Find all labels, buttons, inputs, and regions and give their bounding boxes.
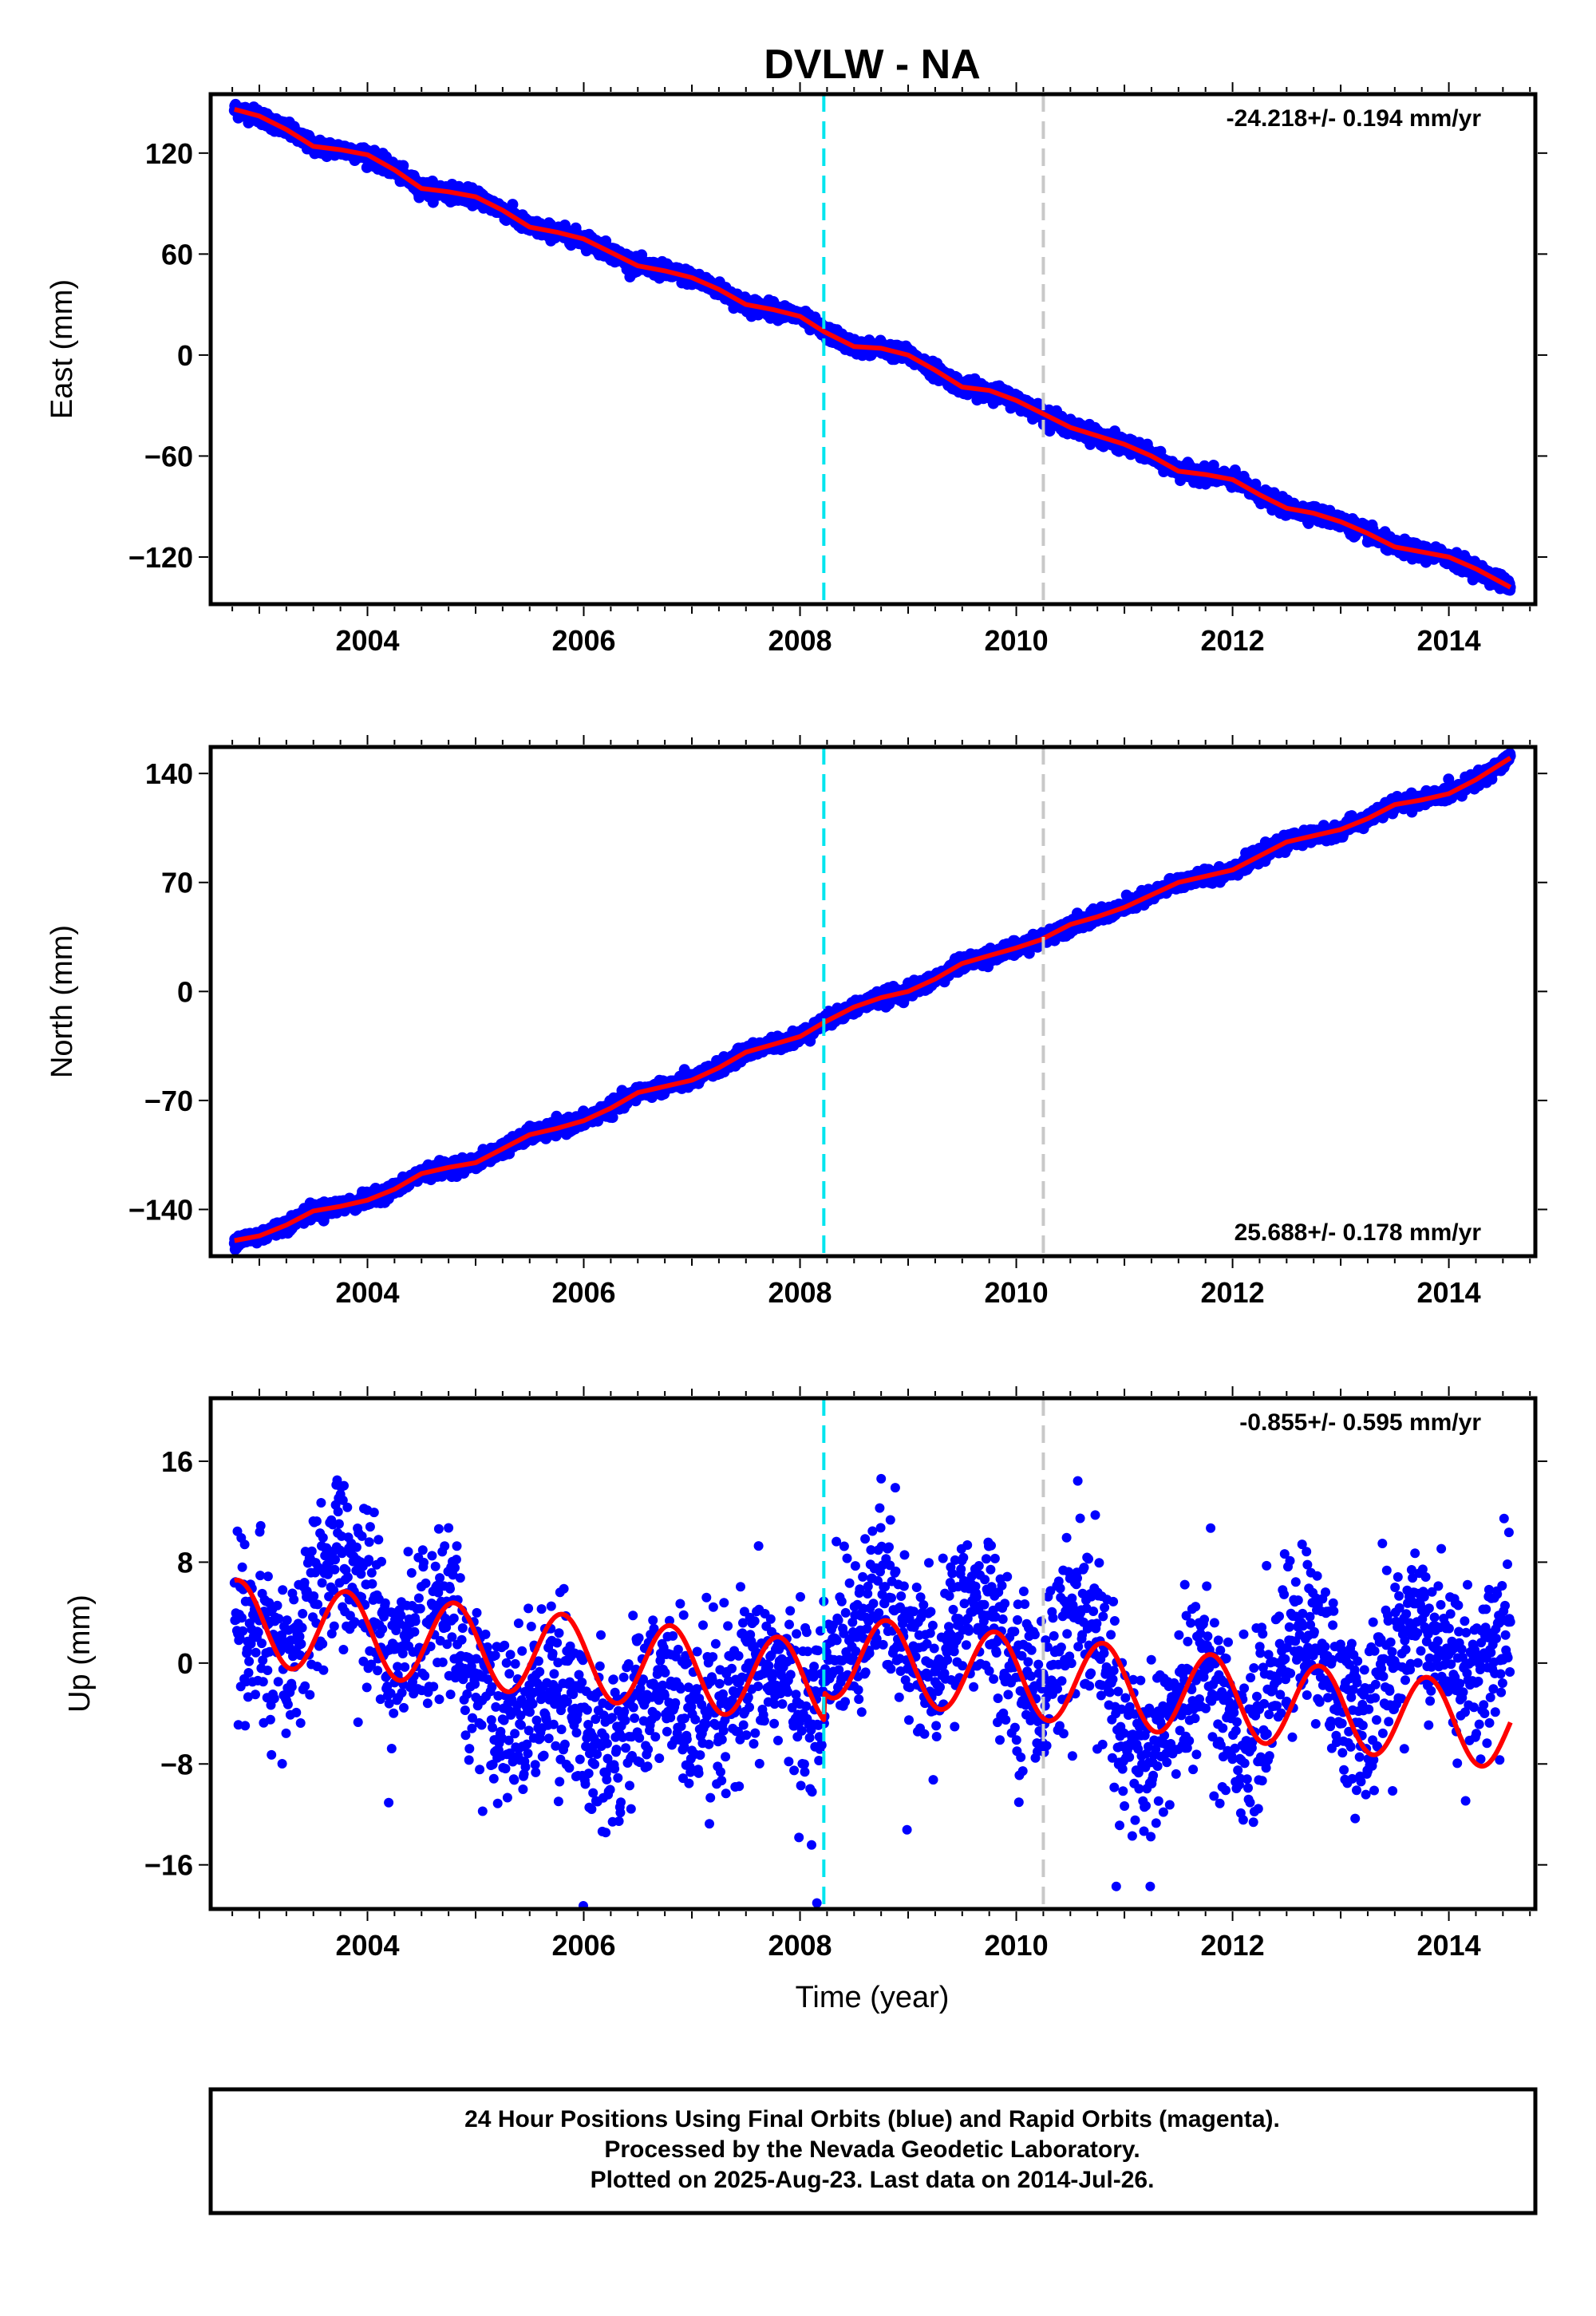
east-y-tick-label: 60 <box>161 238 193 271</box>
east-y-tick-label: 0 <box>177 339 193 372</box>
east-rate-label: -24.218+/- 0.194 mm/yr <box>1227 105 1482 132</box>
chart-title: DVLW - NA <box>764 41 981 88</box>
east-x-tick-label: 2010 <box>985 624 1049 657</box>
east-y-axis-label: East (mm) <box>45 279 79 419</box>
east-data-point <box>507 199 519 211</box>
east-panel: 2004 2006 2008 2010 2012 2014 120 60 0 −60 −120 Eas… <box>45 82 1547 657</box>
east-x-tick-label: 2014 <box>1417 624 1481 657</box>
north-panel: 2004 2006 2008 2010 2012 2014140700−70−140Nor… <box>45 735 1547 1309</box>
east-x-tick-label: 2006 <box>551 624 615 657</box>
east-x-tick-label: 2008 <box>768 624 832 657</box>
east-data-point <box>397 160 409 172</box>
east-y-tick-label: −120 <box>128 541 193 574</box>
east-x-tick-label: 2012 <box>1201 624 1265 657</box>
east-y-tick-label: −60 <box>144 440 193 472</box>
east-x-tick-label: 2004 <box>335 624 399 657</box>
east-y-tick-label: 120 <box>145 137 193 170</box>
